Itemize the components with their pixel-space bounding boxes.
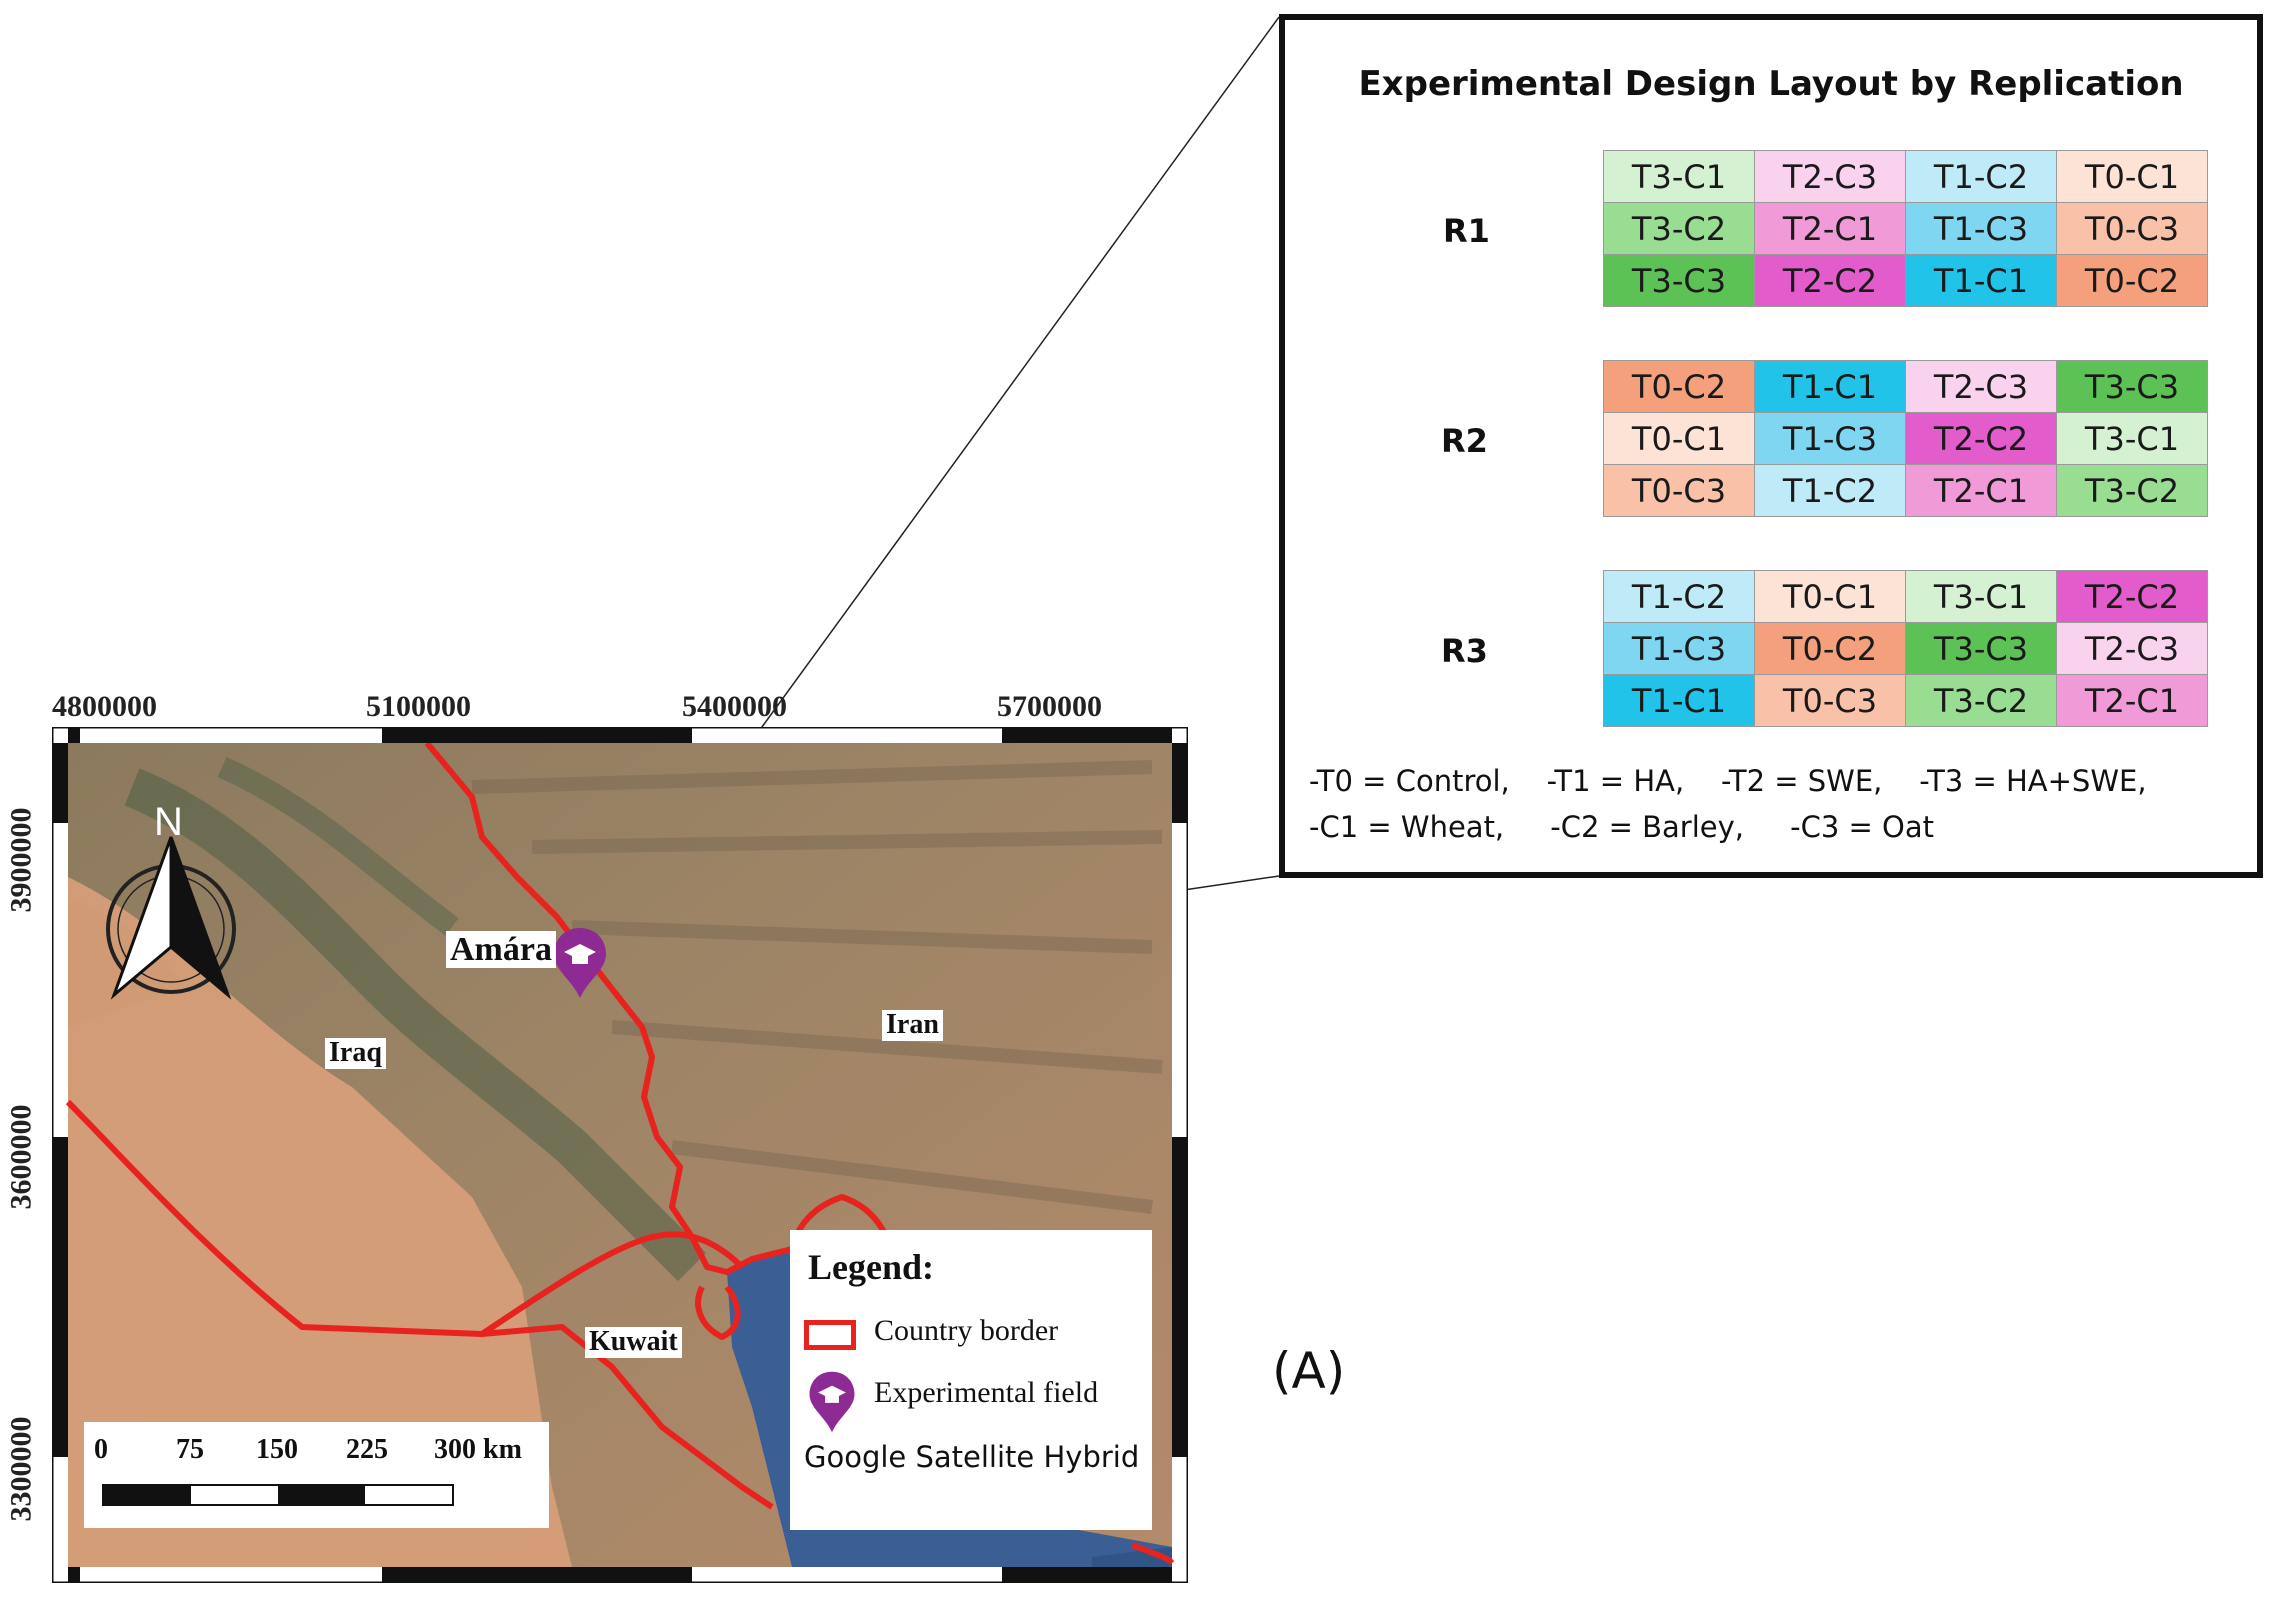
experimental-field-marker-icon	[554, 928, 606, 998]
plot-cell: T3-C3	[1905, 622, 2057, 675]
plot-cell: T1-C3	[1754, 412, 1906, 465]
plot-cell: T0-C1	[2056, 150, 2208, 203]
plot-cell: T2-C2	[1905, 412, 2057, 465]
plot-cell: T1-C2	[1603, 570, 1755, 623]
plot-cell: T2-C3	[1754, 150, 1906, 203]
plot-cell: T0-C3	[1754, 674, 1906, 727]
plot-cell: T0-C1	[1754, 570, 1906, 623]
desert-region	[68, 877, 572, 1567]
treatment-key: -T0 = Control, -T1 = HA, -T2 = SWE, -T3 …	[1309, 764, 2147, 798]
plot-cell: T3-C3	[2056, 360, 2208, 413]
plot-cell: T0-C2	[2056, 254, 2208, 307]
plot-cell: T3-C1	[1603, 150, 1755, 203]
vegetation-strip	[124, 768, 707, 1282]
plot-cell: T3-C3	[1603, 254, 1755, 307]
scale-label: 150	[256, 1434, 298, 1465]
plot-cell: T3-C2	[1905, 674, 2057, 727]
plot-cell: T3-C2	[2056, 464, 2208, 517]
plot-cell: T1-C1	[1754, 360, 1906, 413]
place-label-iran: Iran	[882, 1009, 943, 1041]
panel-label: (A)	[1272, 1342, 1346, 1400]
design-title: Experimental Design Layout by Replicatio…	[1358, 64, 2184, 104]
scale-label: 75	[176, 1434, 204, 1465]
plot-cell: T0-C2	[1603, 360, 1755, 413]
mountain-ridges	[471, 760, 1163, 1214]
replication-label-r2: R2	[1441, 422, 1488, 460]
plot-cell: T0-C1	[1603, 412, 1755, 465]
map-legend: Legend: Country border Experimental fiel…	[790, 1230, 1152, 1530]
plot-cell: T2-C1	[1754, 202, 1906, 255]
north-arrow-icon	[106, 836, 236, 1000]
legend-country-border: Country border	[874, 1314, 1059, 1347]
replication-label-r3: R3	[1441, 632, 1488, 670]
north-label: N	[154, 800, 183, 844]
replication-label-r1: R1	[1443, 212, 1490, 250]
x-tick-label: 4800000	[52, 690, 157, 723]
country-border-lines	[65, 741, 1175, 1566]
scale-label: 300 km	[434, 1434, 522, 1465]
scale-bar: 0 75 150 225 300 km	[84, 1422, 549, 1528]
plot-cell: T2-C1	[2056, 674, 2208, 727]
scale-label: 0	[94, 1434, 108, 1465]
plot-cell: T3-C1	[1905, 570, 2057, 623]
plot-cell: T2-C3	[1905, 360, 2057, 413]
replication-grid-r2: T0-C2 T1-C1 T2-C3 T3-C3 T0-C1 T1-C3 T2-C…	[1603, 360, 2208, 517]
plot-cell: T1-C3	[1905, 202, 2057, 255]
experimental-design-panel: Experimental Design Layout by Replicatio…	[1279, 14, 2263, 878]
country-border-swatch-icon	[804, 1320, 856, 1350]
plot-cell: T1-C1	[1905, 254, 2057, 307]
replication-grid-r3: T1-C2 T0-C1 T3-C1 T2-C2 T1-C3 T0-C2 T3-C…	[1603, 570, 2208, 727]
legend-experimental-field: Experimental field	[874, 1376, 1099, 1409]
plot-cell: T0-C3	[2056, 202, 2208, 255]
legend-basemap: Google Satellite Hybrid	[804, 1440, 1140, 1474]
plot-cell: T1-C2	[1754, 464, 1906, 517]
plot-cell: T0-C3	[1603, 464, 1755, 517]
scale-bar-graphic	[102, 1484, 454, 1506]
plot-cell: T2-C3	[2056, 622, 2208, 675]
scale-label: 225	[346, 1434, 388, 1465]
plot-cell: T1-C2	[1905, 150, 2057, 203]
plot-cell: T0-C2	[1754, 622, 1906, 675]
experimental-field-legend-icon	[809, 1371, 855, 1433]
place-label-amara: Amára	[446, 931, 556, 969]
vegetation-strip	[217, 756, 459, 936]
crop-key: -C1 = Wheat, -C2 = Barley, -C3 = Oat	[1309, 810, 1934, 844]
place-label-kuwait: Kuwait	[585, 1326, 682, 1358]
plot-cell: T3-C1	[2056, 412, 2208, 465]
place-label-iraq: Iraq	[325, 1037, 386, 1069]
plot-cell: T2-C2	[2056, 570, 2208, 623]
legend-title: Legend:	[808, 1247, 934, 1287]
plot-cell: T2-C1	[1905, 464, 2057, 517]
x-tick-label: 5700000	[997, 690, 1102, 723]
plot-cell: T1-C1	[1603, 674, 1755, 727]
x-tick-label: 5100000	[366, 690, 471, 723]
plot-cell: T1-C3	[1603, 622, 1755, 675]
frame-ticks	[52, 727, 1188, 1583]
replication-grid-r1: T3-C1 T2-C3 T1-C2 T0-C1 T3-C2 T2-C1 T1-C…	[1603, 150, 2208, 307]
plot-cell: T2-C2	[1754, 254, 1906, 307]
plot-cell: T3-C2	[1603, 202, 1755, 255]
